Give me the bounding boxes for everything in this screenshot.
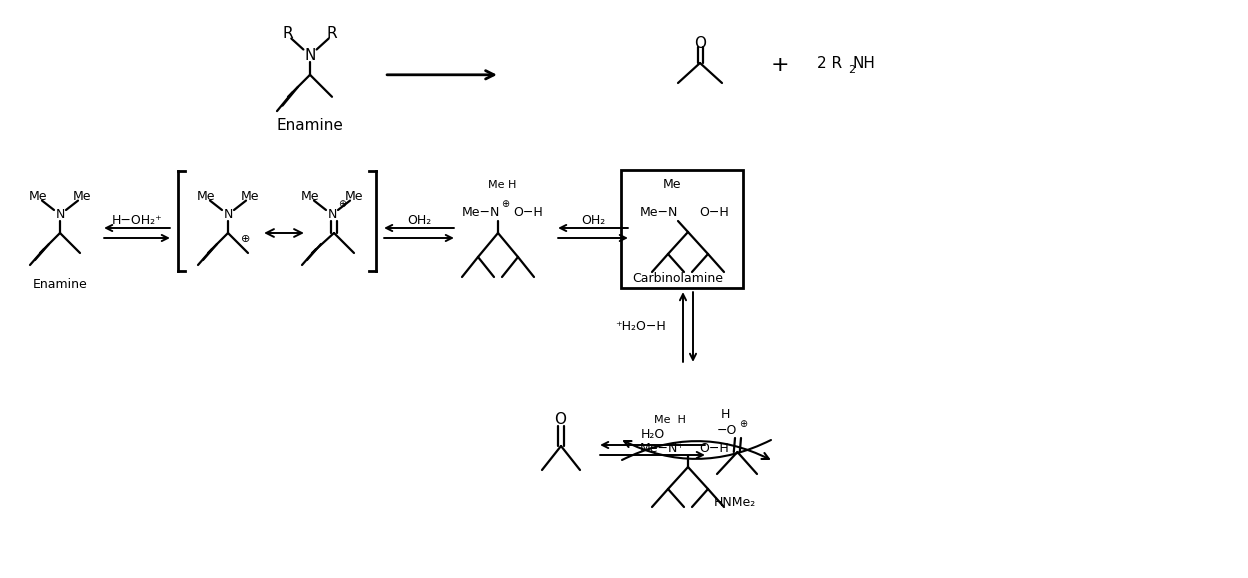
Text: 2: 2 [849, 65, 856, 75]
Text: HNMe₂: HNMe₂ [714, 495, 756, 509]
Text: Me H: Me H [488, 180, 517, 190]
Text: O: O [694, 35, 706, 50]
Text: Carbinolamine: Carbinolamine [633, 272, 724, 286]
FancyBboxPatch shape [622, 170, 743, 288]
Text: OH₂: OH₂ [580, 214, 605, 228]
Text: O−H: O−H [513, 206, 543, 220]
Text: +: + [771, 55, 789, 75]
Text: OH₂: OH₂ [407, 214, 431, 228]
Text: 2 R: 2 R [817, 55, 842, 71]
Text: Me−N: Me−N [640, 206, 679, 220]
Text: O: O [554, 413, 567, 428]
Text: H−OH₂⁺: H−OH₂⁺ [111, 214, 162, 228]
Text: Me: Me [663, 179, 681, 191]
Text: Enamine: Enamine [32, 279, 87, 291]
Text: ⊕: ⊕ [500, 199, 509, 209]
Text: N: N [305, 47, 316, 62]
Text: Me−N: Me−N [462, 206, 500, 220]
Text: H: H [720, 407, 730, 421]
Text: R: R [327, 25, 337, 40]
Text: Me: Me [301, 191, 319, 203]
Text: N: N [327, 209, 337, 221]
Text: ⊕: ⊕ [241, 234, 251, 244]
Text: Me  H: Me H [654, 415, 686, 425]
Text: Me: Me [344, 191, 363, 203]
Text: Me: Me [72, 191, 91, 203]
FancyArrowPatch shape [622, 441, 769, 460]
Text: Me: Me [197, 191, 215, 203]
Text: O−H: O−H [699, 206, 729, 220]
Text: Me: Me [241, 191, 260, 203]
Text: N: N [55, 209, 65, 221]
Text: ⊕: ⊕ [338, 199, 346, 209]
Text: Enamine: Enamine [277, 118, 343, 133]
Text: Me: Me [29, 191, 47, 203]
FancyArrowPatch shape [624, 440, 771, 459]
Text: O−H: O−H [699, 442, 729, 454]
Text: H₂O: H₂O [640, 428, 665, 440]
Text: ⊕: ⊕ [739, 419, 748, 429]
Text: −O: −O [716, 424, 738, 436]
Text: NH: NH [852, 55, 875, 71]
Text: ⁺H₂O−H: ⁺H₂O−H [615, 320, 666, 334]
Text: R: R [283, 25, 293, 40]
Text: N: N [223, 209, 232, 221]
Text: Me−N⁺: Me−N⁺ [640, 442, 685, 454]
